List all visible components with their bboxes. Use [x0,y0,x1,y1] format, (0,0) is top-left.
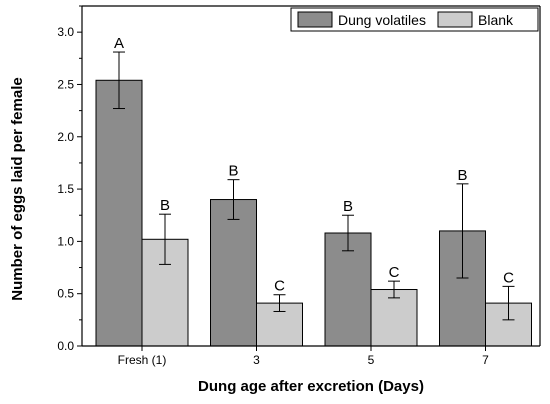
y-axis-title: Number of eggs laid per female [9,77,26,300]
error-bar [159,213,171,265]
significance-letter: B [160,197,170,214]
error-bars-layer [113,51,515,321]
legend-swatch-blank [437,11,473,28]
legend-label-blank: Blank [478,12,514,28]
error-bar [113,51,125,110]
significance-letter: C [389,264,400,281]
bar-dung-volatiles-1 [210,199,257,347]
significance-letter: B [343,198,353,215]
y-tick-label: 1.0 [57,234,74,248]
y-tick-label: 2.0 [57,130,74,144]
error-bar [502,285,515,321]
y-tick-label: 3.0 [57,25,74,39]
x-tick-label: Fresh (1) [118,353,167,367]
x-tick-label: 3 [253,353,260,367]
error-bar [456,183,469,279]
legend: Dung volatiles Blank [290,7,539,32]
error-bar [227,179,240,220]
error-bar [273,294,286,312]
significance-letter: B [228,163,238,180]
y-tick-label: 0.5 [57,287,74,301]
y-tick-label: 1.5 [57,182,74,196]
y-tick-label: 0.0 [57,339,74,353]
legend-swatch-dung-volatiles [297,11,333,28]
x-axis-title: Dung age after excretion (Days) [198,378,424,395]
legend-label-dung-volatiles: Dung volatiles [338,12,426,28]
x-tick-label: 5 [368,353,375,367]
significance-letter: C [274,278,285,295]
legend-box [290,7,539,32]
error-bar [388,280,400,299]
significance-letters-layer: A B B B B C C C [114,35,514,295]
significance-letter: A [114,35,124,52]
x-tick-label: 7 [482,353,489,367]
significance-letter: B [457,167,467,184]
y-tick-label: 2.5 [57,77,74,91]
axes-layer: 0.0 0.5 1.0 1.5 2.0 2.5 3.0 Fresh (1) 3 5 7 [57,5,541,367]
significance-letter: C [503,269,514,286]
error-bar [342,214,354,252]
bar-dung-volatiles-0 [95,79,143,347]
